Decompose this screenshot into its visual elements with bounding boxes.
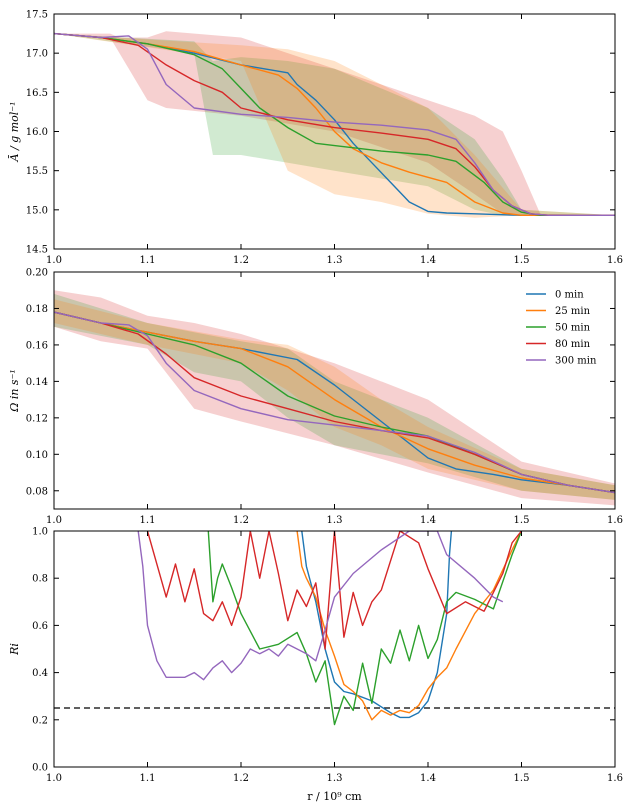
y-tick-label: 0.2 — [32, 715, 48, 726]
x-tick-label: 1.6 — [607, 515, 623, 526]
x-tick-label: 1.6 — [607, 255, 623, 266]
x-axis-label: r / 10⁹ cm — [307, 790, 362, 803]
series-line-0-min — [54, 32, 615, 217]
y-tick-label: 17.5 — [26, 10, 48, 21]
uncertainty-band-s50 — [54, 33, 615, 216]
x-tick-label: 1.5 — [514, 773, 530, 784]
uncertainty-band-s80 — [54, 290, 615, 506]
y-tick-label: 0.4 — [32, 668, 48, 679]
y-tick-label: 0.0 — [32, 763, 48, 774]
legend: 0 min 25 min 50 min 80 min 300 min — [526, 290, 597, 367]
x-tick-label: 1.4 — [420, 515, 436, 526]
y-tick-label: 17.0 — [26, 49, 48, 60]
x-tick-label: 1.5 — [514, 255, 530, 266]
y-tick-label: 0.12 — [26, 413, 48, 424]
x-tick-label: 1.1 — [140, 515, 156, 526]
series-line-300-min — [54, 32, 615, 217]
series-line-25-min — [54, 311, 615, 494]
y-axis-label: Ri — [8, 643, 21, 656]
y-tick-label: 15.5 — [26, 166, 48, 177]
series-line-25-min — [54, 32, 615, 217]
uncertainty-band-s25 — [54, 33, 615, 218]
series-line-50-min — [54, 32, 615, 217]
x-tick-label: 1.4 — [420, 773, 436, 784]
legend-label: 300 min — [555, 356, 597, 367]
x-tick-label: 1.2 — [233, 515, 249, 526]
y-axis-label: Ā / g mol⁻¹ — [8, 102, 21, 163]
series-line-300-min — [54, 311, 615, 494]
x-tick-label: 1.2 — [233, 255, 249, 266]
x-tick-label: 1.6 — [607, 773, 623, 784]
uncertainty-band-s80 — [54, 31, 615, 216]
legend-label: 25 min — [555, 306, 591, 317]
y-tick-label: 15.0 — [26, 205, 48, 216]
x-tick-label: 1.0 — [46, 515, 62, 526]
x-tick-label: 1.1 — [140, 255, 156, 266]
y-tick-label: 16.5 — [26, 88, 48, 99]
legend-label: 0 min — [555, 290, 584, 301]
x-tick-label: 1.5 — [514, 515, 530, 526]
y-tick-label: 16.0 — [26, 127, 48, 138]
legend-label: 50 min — [555, 323, 591, 334]
y-tick-label: 0.18 — [26, 304, 48, 315]
x-tick-label: 1.4 — [420, 255, 436, 266]
panel-composition: 1.0 1.1 1.2 1.3 1.4 1.5 1.6 14.5 15.0 15.5 16.0 16.… — [8, 10, 623, 267]
x-tick-label: 1.3 — [327, 255, 343, 266]
axes-frame — [53, 530, 616, 768]
x-tick-label: 1.3 — [327, 773, 343, 784]
series-line-0-min — [301, 531, 453, 719]
y-tick-label: 14.5 — [26, 245, 48, 256]
series-line-25-min — [296, 531, 523, 721]
legend-label: 80 min — [555, 339, 591, 350]
series-line-80-min — [146, 531, 523, 650]
panel-richardson-number: 1.0 1.1 1.2 1.3 1.4 1.5 1.6 0.0 0.2 0.4 0.6 0.8 1.0 R… — [8, 527, 623, 804]
y-tick-label: 0.14 — [26, 377, 48, 388]
y-axis-label: Ω in s⁻¹ — [8, 369, 21, 413]
x-tick-label: 1.2 — [233, 773, 249, 784]
x-tick-label: 1.0 — [46, 773, 62, 784]
series-line-300-min — [137, 531, 504, 681]
x-tick-label: 1.0 — [46, 255, 62, 266]
x-tick-label: 1.1 — [140, 773, 156, 784]
y-tick-label: 1.0 — [32, 527, 48, 538]
series-line-50-min — [207, 531, 523, 726]
y-tick-label: 0.20 — [26, 268, 48, 279]
x-tick-label: 1.3 — [327, 515, 343, 526]
y-tick-label: 0.16 — [26, 340, 48, 351]
y-tick-label: 0.08 — [26, 486, 48, 497]
y-tick-label: 0.10 — [26, 450, 48, 461]
panel-angular-velocity: 1.0 1.1 1.2 1.3 1.4 1.5 1.6 0.08 0.10 0.12 0.14 0.1… — [8, 268, 623, 527]
y-tick-label: 0.8 — [32, 574, 48, 585]
plot-area — [54, 31, 615, 218]
y-tick-label: 0.6 — [32, 621, 48, 632]
plot-area — [54, 290, 615, 506]
plot-area — [54, 531, 615, 726]
